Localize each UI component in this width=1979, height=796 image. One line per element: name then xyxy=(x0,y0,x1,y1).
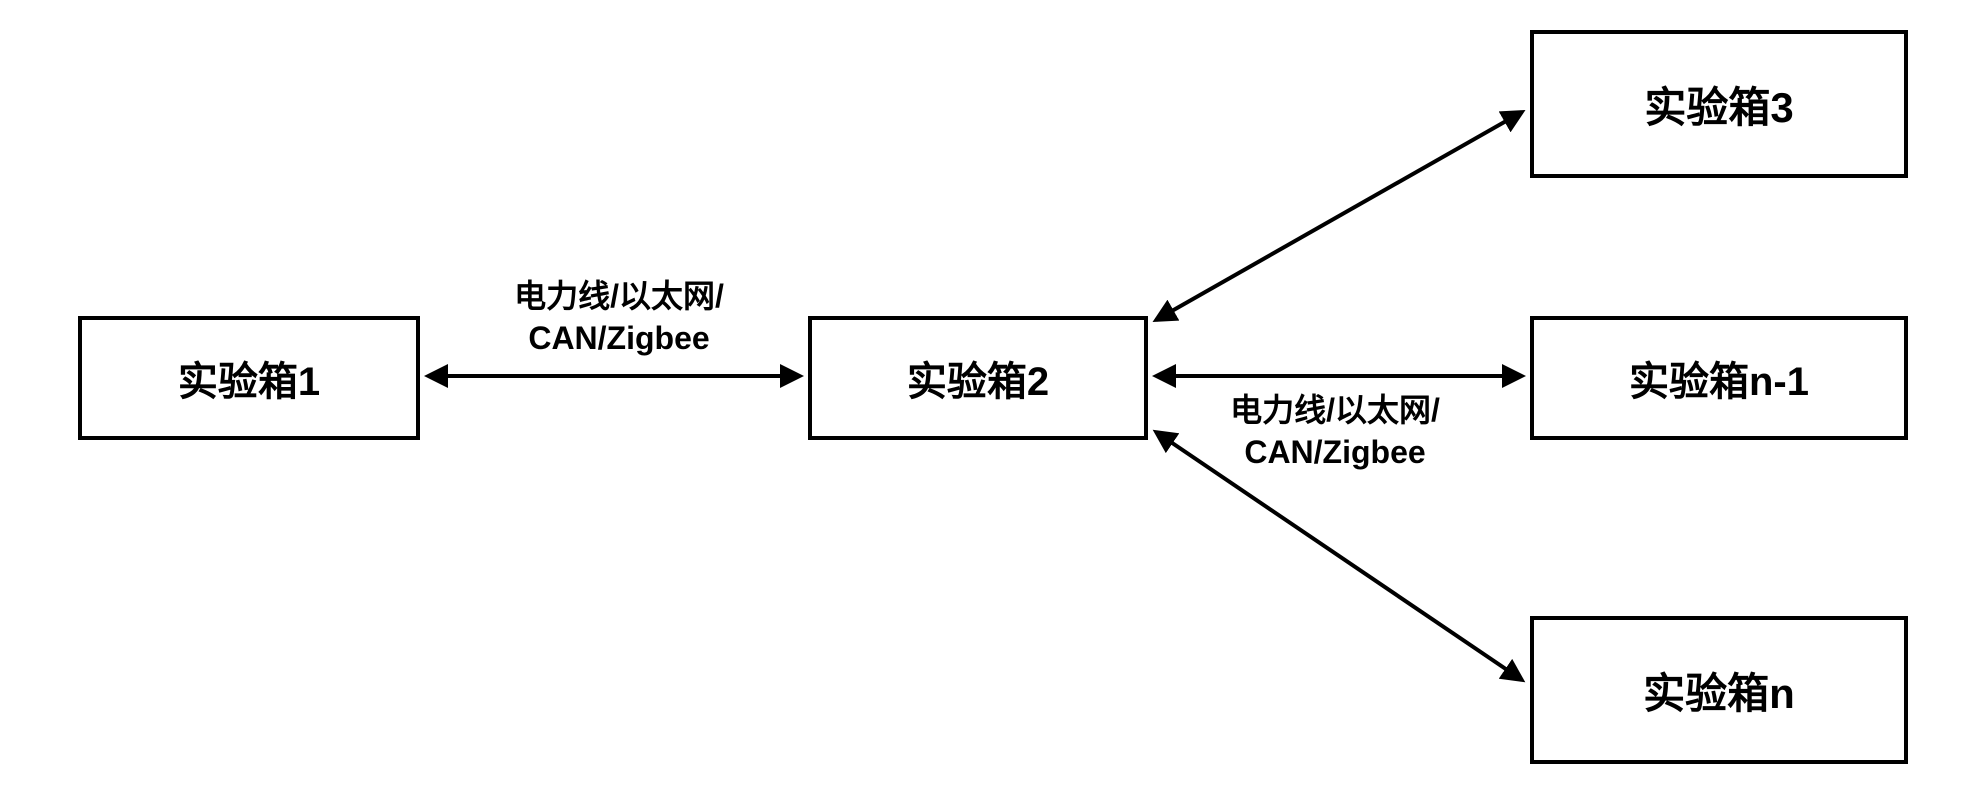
node-label: 实验箱3 xyxy=(1644,74,1793,135)
node-box1: 实验箱1 xyxy=(78,316,420,440)
edge-label-line1: 电力线/以太网/ xyxy=(1170,390,1500,432)
node-boxn: 实验箱n xyxy=(1530,616,1908,764)
edge-label-1: 电力线/以太网/ CAN/Zigbee xyxy=(454,276,784,359)
node-label: 实验箱n xyxy=(1643,660,1795,721)
edge-label-line2: CAN/Zigbee xyxy=(1170,432,1500,474)
node-box2: 实验箱2 xyxy=(808,316,1148,440)
edge-label-line1: 电力线/以太网/ xyxy=(454,276,784,318)
node-box3: 实验箱3 xyxy=(1530,30,1908,178)
node-label: 实验箱n-1 xyxy=(1629,349,1809,407)
node-boxn1: 实验箱n-1 xyxy=(1530,316,1908,440)
node-label: 实验箱1 xyxy=(178,349,320,407)
edge-box2-box3 xyxy=(1156,112,1522,320)
edge-label-line2: CAN/Zigbee xyxy=(454,318,784,360)
node-label: 实验箱2 xyxy=(907,349,1049,407)
edge-label-2: 电力线/以太网/ CAN/Zigbee xyxy=(1170,390,1500,473)
